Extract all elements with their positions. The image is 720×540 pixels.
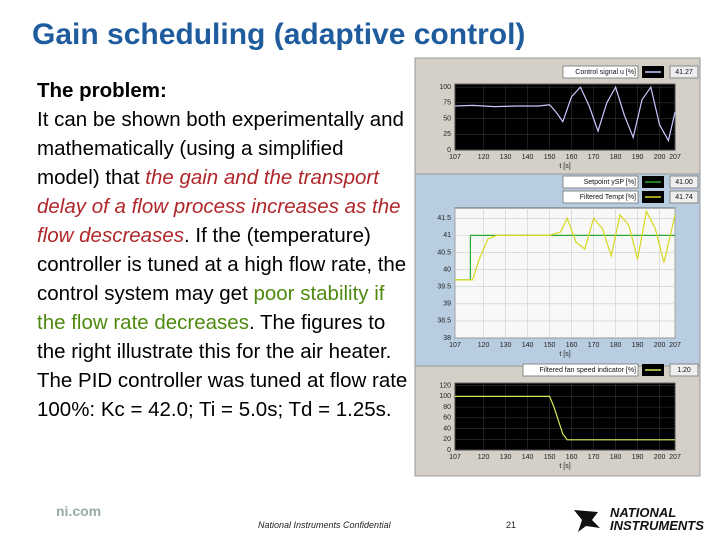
x-tick-label: 120 [478, 154, 490, 161]
y-tick-label: 41.5 [437, 215, 451, 222]
y-tick-label: 120 [439, 383, 451, 390]
series-line [455, 209, 676, 281]
x-tick-label: 140 [522, 454, 534, 461]
x-tick-label: 130 [500, 454, 512, 461]
y-tick-label: 75 [443, 100, 451, 107]
y-tick-label: 100 [439, 393, 451, 400]
readout: 1.20 [677, 367, 691, 374]
x-tick-label: 207 [669, 342, 681, 349]
x-tick-label: 160 [566, 454, 578, 461]
x-tick-label: 130 [500, 342, 512, 349]
legend-box [522, 363, 639, 377]
y-tick-label: 39.5 [437, 284, 451, 291]
x-tick-label: 190 [632, 454, 644, 461]
emphasis: the gain and the transport delay of a fl… [37, 166, 401, 247]
slide-title: Gain scheduling (adaptive control) [32, 18, 526, 51]
x-tick-label: 107 [449, 154, 461, 161]
y-tick-label: 0 [447, 147, 451, 154]
x-tick-label: 130 [500, 154, 512, 161]
text: . The figures to the right illustrate th… [37, 311, 408, 421]
x-tick-label: 107 [449, 454, 461, 461]
x-tick-label: 160 [566, 342, 578, 349]
legend-box [562, 190, 639, 204]
x-tick-label: 150 [544, 454, 556, 461]
y-tick-label: 100 [439, 84, 451, 91]
x-tick-label: 150 [544, 154, 556, 161]
x-axis-label: t [s] [559, 463, 570, 470]
y-tick-label: 20 [443, 436, 451, 443]
x-tick-label: 120 [478, 454, 490, 461]
page-number: 21 [506, 520, 517, 530]
legend-box [562, 175, 639, 189]
series-line [454, 85, 676, 143]
readout: 41.00 [675, 179, 693, 186]
x-tick-label: 170 [588, 342, 600, 349]
site-logo: ni.com [56, 503, 102, 519]
y-tick-label: 25 [443, 131, 451, 138]
x-tick-label: 140 [522, 342, 534, 349]
legend-label: Filtered Tempt [%] [580, 194, 636, 201]
x-tick-label: 160 [566, 154, 578, 161]
x-tick-label: 190 [632, 154, 644, 161]
x-tick-label: 200 [654, 342, 666, 349]
x-tick-label: 207 [669, 154, 681, 161]
readout-box [669, 175, 699, 189]
y-tick-label: 60 [443, 415, 451, 422]
y-tick-label: 50 [443, 115, 451, 122]
ni-eagle [574, 510, 600, 532]
x-tick-label: 140 [522, 154, 534, 161]
x-tick-label: 207 [669, 454, 681, 461]
x-tick-label: 200 [654, 454, 666, 461]
y-tick-label: 80 [443, 404, 451, 411]
brand: NATIONAL INSTRUMENTS [610, 506, 704, 532]
text: . If the (temperature) controller is tun… [37, 224, 407, 305]
legend-box [562, 65, 639, 79]
series-line [455, 395, 675, 441]
brand-line: NATIONAL [610, 505, 677, 520]
readout: 41.74 [675, 194, 693, 201]
legend-label: Setpoint ySP [%] [584, 179, 636, 186]
x-tick-label: 107 [449, 342, 461, 349]
confidential: National Instruments Confidential [258, 520, 391, 530]
lead: The problem: [37, 79, 167, 102]
text: It can be shown both experimentally and … [37, 108, 404, 189]
y-tick-label: 0 [447, 447, 451, 454]
x-tick-label: 120 [478, 342, 490, 349]
y-tick-label: 40.5 [437, 249, 451, 256]
legend-label: Control signal u [%] [575, 69, 636, 76]
readout-box [669, 363, 699, 377]
y-tick-label: 40 [443, 266, 451, 273]
y-tick-label: 39 [443, 301, 451, 308]
x-tick-label: 200 [654, 154, 666, 161]
brand-line: INSTRUMENTS [610, 518, 704, 533]
x-axis-label: t [s] [559, 163, 570, 170]
readout-box [669, 190, 699, 204]
y-tick-label: 41 [443, 232, 451, 239]
plot-area [454, 207, 676, 339]
x-axis-label: t [s] [559, 351, 570, 358]
plot-area [454, 382, 676, 451]
emphasis: poor stability if the flow rate decrease… [37, 282, 385, 334]
x-tick-label: 170 [588, 154, 600, 161]
x-tick-label: 180 [610, 342, 622, 349]
x-tick-label: 150 [544, 342, 556, 349]
legend-label: Filtered fan speed indicator [%] [540, 367, 637, 374]
y-tick-label: 40 [443, 425, 451, 432]
x-tick-label: 190 [632, 342, 644, 349]
readout-box [669, 65, 699, 79]
x-tick-label: 180 [610, 454, 622, 461]
x-tick-label: 180 [610, 154, 622, 161]
y-tick-label: 38 [443, 335, 451, 342]
y-tick-label: 38.5 [437, 318, 451, 325]
body-text: The problem: It can be shown both experim… [37, 76, 409, 424]
readout: 41.27 [675, 69, 693, 76]
x-tick-label: 170 [588, 454, 600, 461]
